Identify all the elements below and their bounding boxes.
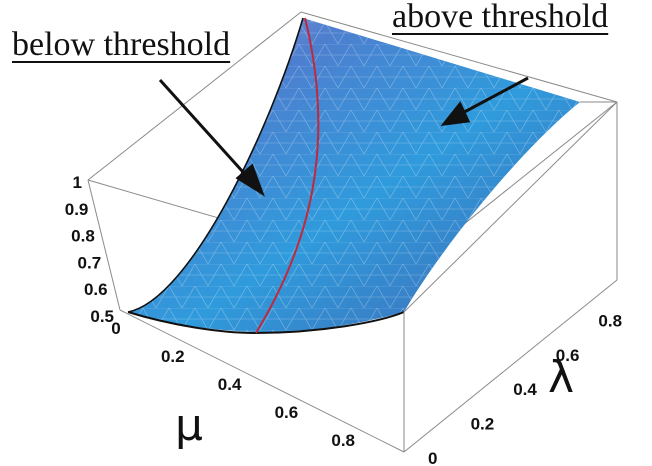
z-tick-3: 0.8 <box>71 227 95 246</box>
surface <box>127 17 580 335</box>
z-tick-4: 0.9 <box>65 200 89 219</box>
x-axis-label: μ <box>175 400 203 451</box>
arrow-above <box>454 76 529 119</box>
surface-front-edge <box>127 311 405 335</box>
y-tick-1: 0.2 <box>471 415 495 434</box>
y-tick-4: 0.8 <box>598 311 622 330</box>
y-axis-label: λ <box>548 352 574 403</box>
bounding-box-front <box>119 101 618 453</box>
annotation-below-threshold: below threshold <box>12 26 231 63</box>
x-axis-ticks: 0 0.2 0.4 0.6 0.8 <box>111 319 355 450</box>
x-tick-2: 0.4 <box>218 375 242 394</box>
z-tick-2: 0.7 <box>78 253 102 272</box>
y-axis-ticks: 0 0.2 0.4 0.6 0.8 <box>428 311 622 466</box>
z-tick-5: 1 <box>73 173 82 192</box>
y-tick-2: 0.4 <box>513 380 537 399</box>
z-tick-0: 0.5 <box>90 307 114 326</box>
y-tick-0: 0 <box>428 449 437 466</box>
z-axis-ticks: 0.5 0.6 0.7 0.8 0.9 1 <box>65 173 114 326</box>
x-tick-1: 0.2 <box>161 347 185 366</box>
annotation-above-threshold: above threshold <box>392 0 609 35</box>
y-tick-3: 0.6 <box>556 346 580 365</box>
annotation-arrows <box>158 76 529 197</box>
x-tick-0: 0 <box>111 319 120 338</box>
threshold-curve <box>255 17 320 334</box>
z-tick-1: 0.6 <box>84 280 108 299</box>
x-tick-4: 0.8 <box>331 431 355 450</box>
surface-left-edge <box>127 17 304 313</box>
x-tick-3: 0.6 <box>275 403 299 422</box>
arrow-below <box>158 78 254 184</box>
